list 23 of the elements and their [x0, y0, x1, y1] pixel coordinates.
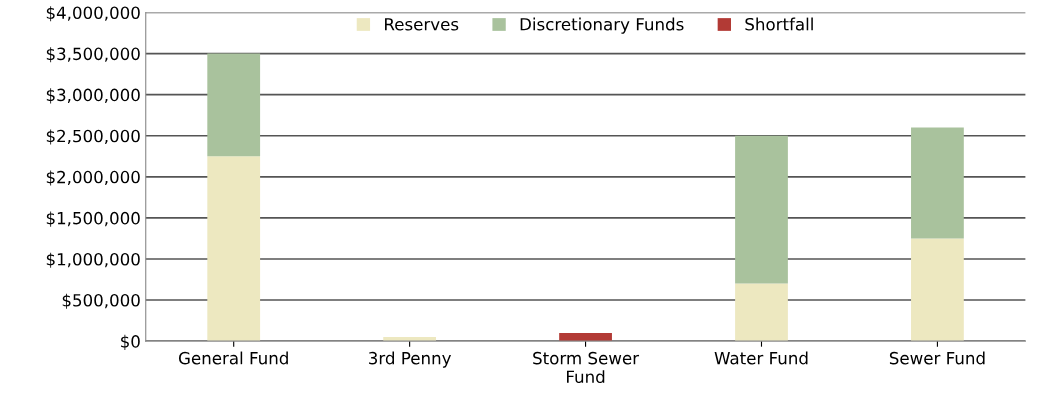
- bar: [911, 127, 964, 239]
- y-tick-label: $3,000,000: [46, 88, 140, 104]
- bar: [735, 135, 788, 284]
- bar: [911, 238, 964, 342]
- bar: [735, 283, 788, 342]
- x-tick-label: Sewer Fund: [889, 351, 985, 365]
- x-tick-label: Storm Sewer Fund: [533, 351, 640, 384]
- y-tick-label: $1,000,000: [46, 252, 140, 268]
- x-tick-label: General Fund: [178, 351, 288, 365]
- legend-label: Shortfall: [745, 17, 813, 31]
- y-tick-label: $1,500,000: [46, 211, 140, 227]
- bar: [207, 156, 261, 342]
- y-tick-label: $2,000,000: [46, 170, 140, 186]
- y-tick-label: $4,000,000: [46, 6, 140, 22]
- bar: [207, 53, 261, 157]
- x-tick-label: Water Fund: [714, 351, 808, 365]
- y-tick-label: $500,000: [62, 293, 140, 309]
- legend-label: Discretionary Funds: [520, 17, 684, 34]
- legend-label: Reserves: [385, 18, 459, 31]
- x-tick-label: 3rd Penny: [369, 351, 451, 368]
- y-tick-label: $2,500,000: [46, 129, 140, 145]
- y-tick-label: $3,500,000: [46, 47, 140, 63]
- y-tick-label: $0: [121, 334, 140, 350]
